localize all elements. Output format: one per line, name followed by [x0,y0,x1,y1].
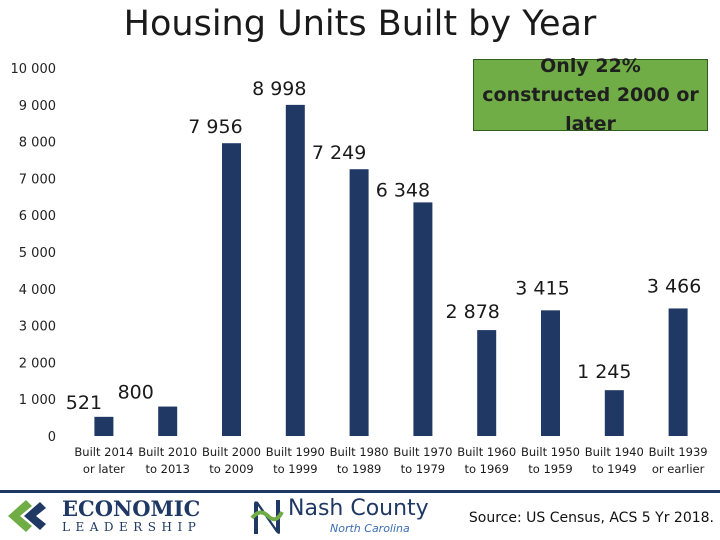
y-tick-label: 9 000 [19,99,56,114]
y-tick-label: 4 000 [19,283,56,298]
economic-leadership-bottom: LEADERSHIP [62,520,202,534]
data-label: 1 245 [577,361,631,383]
bar [604,390,624,436]
x-tick-label: Built 1980 [330,445,389,459]
source-note: Source: US Census, ACS 5 Yr 2018. [468,510,714,526]
data-label: 7 249 [312,142,366,164]
nash-county-top: Nash County [288,496,429,521]
data-label: 8 998 [252,78,306,100]
y-tick-label: 2 000 [19,356,56,371]
bar [349,169,369,436]
x-tick-label: Built 1960 [457,445,516,459]
data-label: 6 348 [376,179,430,201]
bar [541,310,560,436]
x-tick-label: to 1969 [464,462,508,476]
nash-county-mark-icon [250,500,284,534]
x-tick-label: or earlier [652,462,705,476]
y-tick-label: 7 000 [19,172,56,187]
bar [477,330,497,436]
data-label: 800 [118,382,154,404]
bar [158,406,178,436]
data-label: 7 956 [188,116,242,138]
data-label: 2 878 [445,301,499,323]
bar [222,143,241,437]
chart-title: Housing Units Built by Year [123,4,597,44]
data-label: 3 466 [647,275,701,297]
bar [285,104,305,436]
y-tick-label: 6 000 [19,209,56,224]
economic-leadership-logo: ECONOMIC LEADERSHIP [6,496,200,536]
y-tick-label: 5 000 [19,246,56,261]
x-tick-label: or later [83,462,125,476]
economic-leadership-top: ECONOMIC [62,496,201,521]
x-tick-label: Built 2014 [74,445,133,459]
x-tick-label: to 1989 [337,462,381,476]
x-tick-label: to 1949 [592,462,636,476]
x-tick-label: to 2009 [209,462,253,476]
bar [94,416,114,436]
y-tick-label: 3 000 [19,320,56,335]
x-tick-label: to 1979 [401,462,445,476]
x-tick-label: to 1999 [273,462,317,476]
nash-county-bottom: North Carolina [330,522,410,535]
x-tick-label: Built 1970 [393,445,452,459]
callout-box: Only 22% constructed 2000 or later [473,55,708,135]
data-label: 521 [66,392,102,414]
y-tick-label: 1 000 [19,393,56,408]
x-tick-label: to 2013 [145,462,189,476]
x-tick-label: Built 1950 [521,445,580,459]
x-tick-label: Built 2000 [202,445,261,459]
y-tick-label: 8 000 [19,136,56,151]
bar [668,308,688,436]
y-tick-label: 10 000 [11,62,57,77]
footer-divider [0,490,720,493]
economic-leadership-mark-icon [8,500,46,532]
data-label: 3 415 [515,277,569,299]
x-tick-label: to 1959 [528,462,572,476]
bar-chart: 0 1 000 2 000 3 000 4 000 5 000 6 000 7 000 8 00… [11,62,708,476]
x-tick-label: Built 1990 [266,445,325,459]
x-tick-label: Built 1939 [649,445,708,459]
nash-county-logo: Nash County North Carolina [250,496,430,538]
x-tick-label: Built 2010 [138,445,197,459]
y-tick-label: 0 [48,430,56,445]
x-tick-label: Built 1940 [585,445,644,459]
bar [413,202,433,436]
